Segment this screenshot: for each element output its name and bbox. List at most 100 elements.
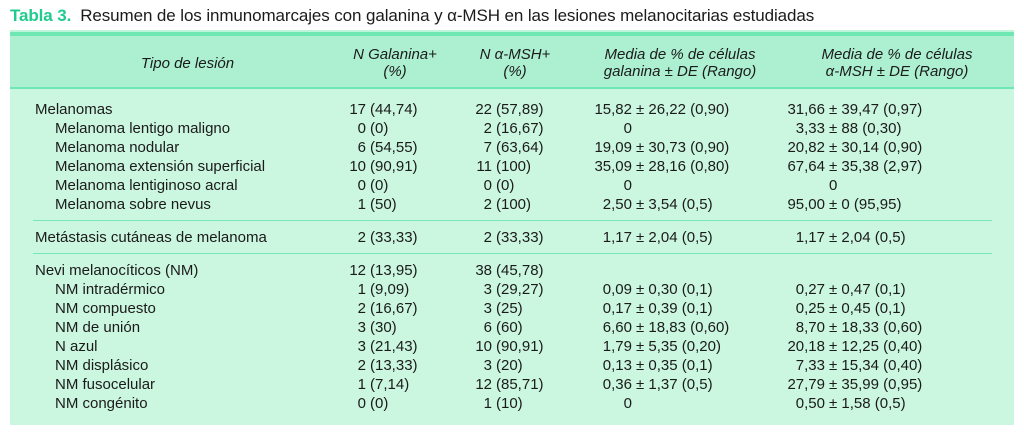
cell-msh-de-rango: ± 35,99 (0,95) xyxy=(829,376,923,393)
cell-galanina-media: 6,60 xyxy=(602,319,632,336)
cell-msh-media xyxy=(780,261,825,280)
row-label: Metástasis cutáneas de melanoma xyxy=(35,229,267,246)
cell-galanina-pct: (9,09) xyxy=(370,281,410,298)
table-number-label: Tabla 3. xyxy=(10,6,72,25)
cell-galanina-pct: (90,91) xyxy=(370,158,418,175)
cell-msh-de-rango: ± 18,33 (0,60) xyxy=(829,319,923,336)
cell-msh-pct: (63,64) xyxy=(496,139,544,156)
cell-msh-pct: (25) xyxy=(496,300,523,317)
cell-galanina-n: 1 xyxy=(357,196,366,213)
row-label: NM congénito xyxy=(55,395,148,412)
cell-msh-n: 0 xyxy=(483,177,492,194)
row-label: NM fusocelular xyxy=(55,376,156,393)
cell-galanina-n: 3 xyxy=(357,338,366,355)
cell-msh-de-rango: ± 0,47 (0,1) xyxy=(829,281,906,298)
cell-galanina-de-rango: ± 0,35 (0,1) xyxy=(636,357,713,374)
cell-msh-media: 67,64 xyxy=(787,158,825,175)
cell-msh-n: 3 xyxy=(483,281,492,298)
section-melanomas: Melanomas 17 (44,74) 22 (57,89) 15,82 ± … xyxy=(10,100,1014,214)
cell-galanina-n: 6 xyxy=(357,139,366,156)
section-divider xyxy=(33,253,992,254)
cell-galanina-n: 1 xyxy=(357,376,366,393)
table-top-rule-light xyxy=(10,30,1014,32)
cell-galanina-media: 0 xyxy=(623,177,632,194)
cell-msh-pct: (0) xyxy=(496,177,515,194)
cell-galanina-pct: (7,14) xyxy=(370,376,410,393)
table-body: Melanomas 17 (44,74) 22 (57,89) 15,82 ± … xyxy=(10,89,1014,425)
cell-galanina-pct: (0) xyxy=(370,395,389,412)
cell-msh-pct: (33,33) xyxy=(496,229,544,246)
cell-galanina-media: 0,17 xyxy=(602,300,632,317)
cell-msh-de-rango: ± 39,47 (0,97) xyxy=(829,101,923,118)
cell-galanina-de-rango: ± 0,39 (0,1) xyxy=(636,300,713,317)
table-row: Melanoma sobre nevus 1 (50) 2 (100) 2,50… xyxy=(10,195,1014,214)
row-label: NM compuesto xyxy=(55,300,156,317)
section-metastasis: Metástasis cutáneas de melanoma 2 (33,33… xyxy=(10,228,1014,247)
cell-galanina-n: 17 xyxy=(349,101,366,118)
cell-msh-de-rango: ± 0 (95,95) xyxy=(829,196,902,213)
cell-galanina-pct: (0) xyxy=(370,120,389,137)
cell-galanina-n: 0 xyxy=(357,120,366,137)
row-label: Melanoma extensión superficial xyxy=(55,158,266,175)
cell-galanina-media: 0,36 xyxy=(602,376,632,393)
cell-galanina-pct: (13,95) xyxy=(370,262,418,279)
table-row: Metástasis cutáneas de melanoma 2 (33,33… xyxy=(10,228,1014,247)
cell-msh-n: 11 xyxy=(476,158,492,175)
cell-galanina-n: 12 xyxy=(349,262,366,279)
cell-msh-pct: (60) xyxy=(496,319,523,336)
cell-msh-de-rango: ± 35,38 (2,97) xyxy=(829,158,923,175)
cell-msh-media: 0,25 xyxy=(795,300,825,317)
cell-msh-n: 2 xyxy=(483,196,492,213)
cell-galanina-media: 19,09 xyxy=(594,139,632,156)
cell-msh-media: 95,00 xyxy=(787,196,825,213)
table-caption-text: Resumen de los inmunomarcajes con galani… xyxy=(80,6,815,25)
cell-msh-pct: (100) xyxy=(496,158,532,175)
cell-galanina-media: 0,13 xyxy=(602,357,632,374)
cell-msh-media: 31,66 xyxy=(787,101,825,118)
cell-msh-de-rango: ± 88 (0,30) xyxy=(829,120,902,137)
cell-msh-de-rango: ± 2,04 (0,5) xyxy=(829,229,906,246)
cell-msh-n: 10 xyxy=(475,338,492,355)
cell-msh-media: 3,33 xyxy=(795,120,825,137)
table-row: Melanoma extensión superficial 10 (90,91… xyxy=(10,157,1014,176)
row-label: Melanoma nodular xyxy=(55,139,180,156)
cell-galanina-de-rango: ± 26,22 (0,90) xyxy=(636,101,730,118)
cell-msh-media: 0,50 xyxy=(795,395,825,412)
section-divider xyxy=(33,220,992,221)
cell-galanina-de-rango: ± 18,83 (0,60) xyxy=(636,319,730,336)
cell-galanina-media: 1,17 xyxy=(602,229,632,246)
cell-msh-de-rango: ± 0,45 (0,1) xyxy=(829,300,906,317)
cell-galanina-de-rango: ± 0,30 (0,1) xyxy=(636,281,713,298)
cell-msh-media: 20,18 xyxy=(787,338,825,355)
table-row: NM fusocelular 1 (7,14) 12 (85,71) 0,36 … xyxy=(10,375,1014,394)
cell-msh-de-rango: ± 30,14 (0,90) xyxy=(829,139,923,156)
cell-galanina-media: 0 xyxy=(623,120,632,137)
cell-galanina-de-rango: ± 5,35 (0,20) xyxy=(636,338,721,355)
cell-msh-n: 3 xyxy=(483,357,492,374)
cell-galanina-pct: (16,67) xyxy=(370,300,418,317)
row-label: NM de unión xyxy=(55,319,141,336)
cell-msh-pct: (90,91) xyxy=(496,338,544,355)
cell-galanina-pct: (0) xyxy=(370,177,389,194)
column-header-tipo-lesion: Tipo de lesión xyxy=(140,54,235,72)
row-label: Melanoma sobre nevus xyxy=(55,196,211,213)
cell-msh-n: 7 xyxy=(483,139,492,156)
cell-msh-n: 38 xyxy=(475,262,492,279)
cell-msh-n: 1 xyxy=(483,395,492,412)
column-header-media-galanina: Media de % de células galanina ± DE (Ran… xyxy=(603,46,757,80)
cell-galanina-media: 15,82 xyxy=(594,101,632,118)
cell-msh-media: 27,79 xyxy=(787,376,825,393)
cell-galanina-de-rango: ± 28,16 (0,80) xyxy=(636,158,730,175)
table-row: Melanoma nodular 6 (54,55) 7 (63,64) 19,… xyxy=(10,138,1014,157)
cell-galanina-n: 0 xyxy=(357,177,366,194)
cell-galanina-de-rango: ± 30,73 (0,90) xyxy=(636,139,730,156)
row-label: Melanoma lentigo maligno xyxy=(55,120,231,137)
table-row: Melanomas 17 (44,74) 22 (57,89) 15,82 ± … xyxy=(10,100,1014,119)
cell-msh-pct: (29,27) xyxy=(496,281,544,298)
table-row: NM congénito 0 (0) 1 (10) 0 0,50 ± 1,58 … xyxy=(10,394,1014,413)
cell-galanina-n: 2 xyxy=(357,229,366,246)
column-header-media-msh: Media de % de células α-MSH ± DE (Rango) xyxy=(821,46,973,80)
cell-msh-media xyxy=(780,176,825,195)
cell-msh-de-rango: ± 15,34 (0,40) xyxy=(829,357,923,374)
cell-galanina-pct: (54,55) xyxy=(370,139,418,156)
